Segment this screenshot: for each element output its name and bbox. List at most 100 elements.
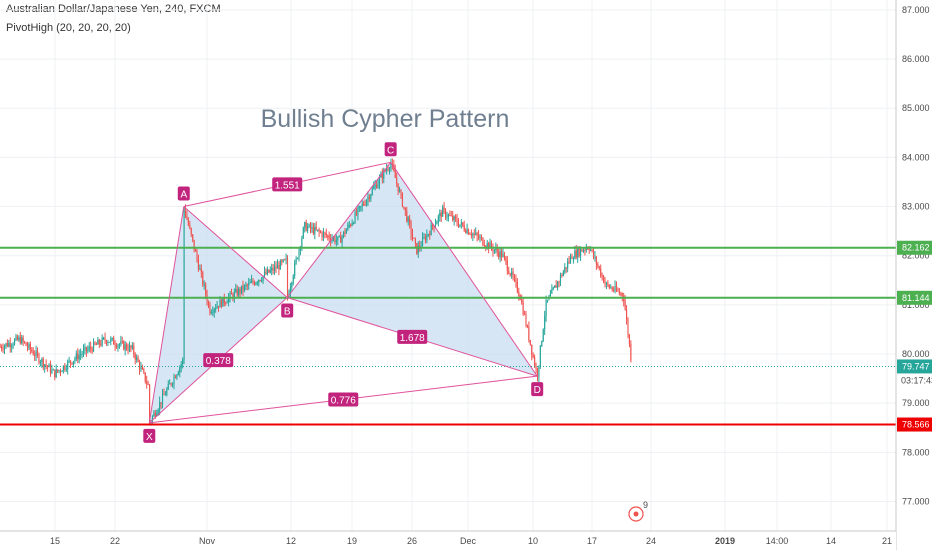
candle bbox=[546, 299, 549, 303]
candle-body bbox=[489, 242, 491, 249]
candle bbox=[322, 227, 324, 242]
price-line-label: 82.162 bbox=[902, 243, 930, 253]
candle bbox=[625, 305, 628, 325]
candle bbox=[334, 234, 336, 245]
price-line-label: 81.144 bbox=[902, 293, 930, 303]
ratio-label: 0.776 bbox=[328, 392, 359, 407]
candle-body bbox=[324, 232, 326, 234]
candle bbox=[398, 186, 401, 193]
candle-body bbox=[414, 238, 416, 243]
candle-body bbox=[518, 291, 520, 296]
candle-body bbox=[572, 258, 574, 260]
candle-body bbox=[45, 364, 47, 366]
candle bbox=[627, 317, 629, 339]
candle bbox=[463, 220, 465, 232]
candle bbox=[311, 222, 313, 233]
candle-body bbox=[479, 237, 481, 239]
candle bbox=[551, 284, 553, 294]
candle bbox=[141, 364, 143, 370]
candle-body bbox=[472, 233, 474, 236]
candle bbox=[101, 334, 103, 348]
point-label: X bbox=[143, 428, 156, 443]
candle-body bbox=[354, 212, 356, 223]
candle bbox=[618, 287, 620, 296]
candle-body bbox=[253, 282, 256, 285]
candle-body bbox=[509, 273, 511, 276]
candle-body bbox=[176, 374, 178, 379]
candle-body bbox=[21, 337, 23, 344]
candle-body bbox=[490, 242, 493, 248]
candle-body bbox=[592, 250, 595, 257]
candle bbox=[420, 241, 422, 252]
point-text: D bbox=[534, 385, 541, 396]
candle-body bbox=[49, 364, 52, 373]
candle bbox=[401, 192, 404, 208]
candle-body bbox=[184, 208, 187, 216]
candle-body bbox=[521, 299, 523, 303]
candle bbox=[111, 337, 113, 342]
candle-body bbox=[272, 267, 274, 271]
candle-body bbox=[74, 358, 76, 362]
candle-body bbox=[203, 284, 205, 286]
candle bbox=[480, 234, 483, 241]
candle bbox=[592, 247, 595, 260]
candle bbox=[554, 285, 556, 288]
x-tick-label: Nov bbox=[199, 536, 216, 546]
candle-body bbox=[390, 163, 392, 169]
candle-body bbox=[426, 234, 428, 241]
ratio-label: 0.378 bbox=[203, 353, 234, 368]
candle bbox=[138, 359, 141, 375]
candle bbox=[67, 359, 69, 375]
candle bbox=[159, 396, 161, 416]
candle-body bbox=[51, 369, 53, 373]
candle bbox=[421, 232, 424, 247]
candle-body bbox=[15, 336, 17, 340]
candle bbox=[492, 243, 494, 257]
candle-body bbox=[376, 184, 378, 188]
candle-body bbox=[427, 234, 429, 236]
candle bbox=[569, 253, 572, 264]
candle-body bbox=[71, 362, 73, 365]
candle bbox=[133, 342, 135, 358]
candle-body bbox=[65, 369, 67, 371]
candle bbox=[314, 223, 316, 240]
candle bbox=[78, 349, 80, 364]
candle bbox=[25, 341, 27, 347]
candle bbox=[490, 240, 493, 252]
candle bbox=[296, 257, 299, 260]
candle bbox=[460, 218, 462, 229]
candle-body bbox=[245, 285, 247, 287]
point-tag bbox=[384, 142, 397, 157]
candle bbox=[61, 370, 63, 373]
candle bbox=[238, 286, 240, 298]
candle-body bbox=[541, 340, 543, 346]
candle bbox=[228, 293, 230, 307]
candle-body bbox=[437, 216, 439, 222]
candle-body bbox=[200, 269, 202, 273]
candle bbox=[193, 239, 195, 253]
triangle-bcd bbox=[287, 162, 538, 377]
candle-body bbox=[434, 224, 437, 228]
candle-body bbox=[357, 207, 359, 215]
symbol-info: Australian Dollar/Japanese Yen, 240, FXC… bbox=[6, 3, 221, 15]
candle bbox=[446, 211, 448, 222]
candle-body bbox=[351, 223, 353, 226]
candle bbox=[302, 226, 304, 240]
candle bbox=[465, 228, 467, 234]
candle-body bbox=[186, 215, 188, 220]
candle bbox=[104, 332, 106, 345]
candle-body bbox=[398, 190, 401, 192]
candle-body bbox=[478, 235, 480, 239]
candle bbox=[358, 205, 360, 212]
x-tick-label: 21 bbox=[882, 536, 892, 546]
candle bbox=[350, 223, 352, 228]
candle bbox=[416, 242, 418, 255]
price-line-label: 78.566 bbox=[902, 420, 930, 430]
candle bbox=[174, 374, 177, 379]
candle-body bbox=[367, 196, 369, 201]
candle bbox=[620, 291, 622, 297]
candle bbox=[417, 241, 419, 258]
y-tick-label: 80.000 bbox=[902, 349, 930, 359]
candle-body bbox=[429, 234, 431, 236]
